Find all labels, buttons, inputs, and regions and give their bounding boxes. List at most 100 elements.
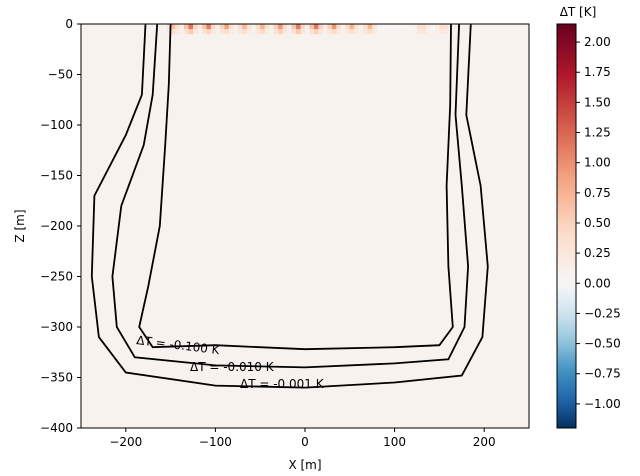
field-cell bbox=[269, 271, 275, 277]
field-cell bbox=[255, 357, 261, 363]
field-cell bbox=[197, 160, 203, 166]
field-cell bbox=[94, 29, 100, 35]
field-cell bbox=[349, 327, 355, 333]
field-cell bbox=[201, 190, 207, 197]
field-cell bbox=[336, 54, 342, 60]
field-cell bbox=[148, 170, 154, 176]
field-cell bbox=[130, 241, 136, 247]
field-cell bbox=[291, 215, 297, 222]
field-cell bbox=[98, 296, 104, 303]
field-cell bbox=[179, 281, 185, 288]
field-cell bbox=[85, 296, 91, 303]
field-cell bbox=[112, 119, 118, 126]
field-cell bbox=[112, 165, 118, 171]
field-cell bbox=[327, 64, 333, 70]
field-cell bbox=[322, 367, 328, 373]
field-cell bbox=[134, 241, 140, 247]
field-cell bbox=[287, 160, 293, 166]
field-cell bbox=[184, 69, 190, 75]
field-cell bbox=[313, 382, 319, 389]
field-cell bbox=[269, 99, 275, 106]
field-cell bbox=[201, 89, 207, 96]
field-cell bbox=[184, 337, 190, 343]
field-cell bbox=[224, 422, 230, 428]
field-cell bbox=[278, 89, 284, 96]
field-cell bbox=[300, 69, 306, 75]
field-cell bbox=[269, 402, 275, 409]
field-cell bbox=[282, 220, 288, 227]
field-cell bbox=[291, 412, 297, 419]
field-cell bbox=[179, 59, 185, 65]
field-cell bbox=[237, 24, 243, 30]
field-cell bbox=[125, 170, 131, 176]
field-cell bbox=[251, 135, 257, 141]
field-cell bbox=[184, 251, 190, 257]
field-cell bbox=[246, 135, 252, 141]
field-cell bbox=[166, 226, 172, 232]
field-cell bbox=[188, 175, 194, 182]
field-cell bbox=[143, 99, 149, 106]
field-cell bbox=[228, 109, 234, 116]
field-cell bbox=[345, 296, 351, 303]
field-cell bbox=[300, 276, 306, 283]
field-cell bbox=[318, 104, 324, 111]
field-cell bbox=[269, 215, 275, 222]
field-cell bbox=[264, 215, 270, 222]
field-cell bbox=[170, 99, 176, 106]
field-cell bbox=[219, 352, 225, 358]
field-cell bbox=[201, 382, 207, 389]
field-cell bbox=[197, 125, 203, 131]
field-cell bbox=[251, 210, 257, 217]
field-cell bbox=[313, 54, 319, 60]
field-cell bbox=[269, 135, 275, 141]
field-cell bbox=[233, 130, 239, 136]
field-cell bbox=[309, 160, 315, 166]
field-cell bbox=[246, 114, 252, 121]
field-cell bbox=[103, 89, 109, 96]
field-cell bbox=[309, 54, 315, 60]
field-cell bbox=[340, 402, 346, 409]
field-cell bbox=[291, 407, 297, 414]
field-cell bbox=[170, 69, 176, 75]
field-cell bbox=[175, 397, 181, 404]
field-cell bbox=[300, 64, 306, 70]
field-cell bbox=[175, 114, 181, 121]
field-cell bbox=[327, 301, 333, 308]
field-cell bbox=[291, 84, 297, 91]
field-cell bbox=[219, 185, 225, 192]
field-cell bbox=[246, 241, 252, 247]
field-cell bbox=[170, 311, 176, 318]
field-cell bbox=[219, 140, 225, 146]
field-cell bbox=[157, 382, 163, 389]
field-cell bbox=[103, 135, 109, 141]
field-cell bbox=[116, 44, 122, 50]
field-cell bbox=[94, 261, 100, 267]
field-cell bbox=[327, 220, 333, 227]
field-cell bbox=[89, 362, 95, 368]
field-cell bbox=[233, 387, 239, 394]
field-cell bbox=[206, 407, 212, 414]
field-cell bbox=[81, 231, 86, 237]
field-cell bbox=[184, 175, 190, 182]
field-cell bbox=[219, 39, 225, 45]
field-cell bbox=[291, 160, 297, 166]
field-cell bbox=[134, 362, 140, 368]
field-cell bbox=[228, 397, 234, 404]
field-cell bbox=[89, 377, 95, 384]
field-cell bbox=[309, 220, 315, 227]
field-cell bbox=[143, 185, 149, 192]
field-cell bbox=[246, 155, 252, 161]
field-cell bbox=[251, 231, 257, 237]
field-cell bbox=[215, 306, 221, 313]
field-cell bbox=[309, 306, 315, 313]
field-cell bbox=[336, 271, 342, 277]
field-cell bbox=[197, 84, 203, 91]
field-cell bbox=[85, 422, 91, 428]
field-cell bbox=[85, 397, 91, 404]
field-cell bbox=[291, 109, 297, 116]
field-cell bbox=[345, 412, 351, 419]
field-cell bbox=[313, 342, 319, 348]
field-cell bbox=[184, 165, 190, 171]
field-cell bbox=[313, 417, 319, 424]
field-cell bbox=[264, 24, 270, 30]
